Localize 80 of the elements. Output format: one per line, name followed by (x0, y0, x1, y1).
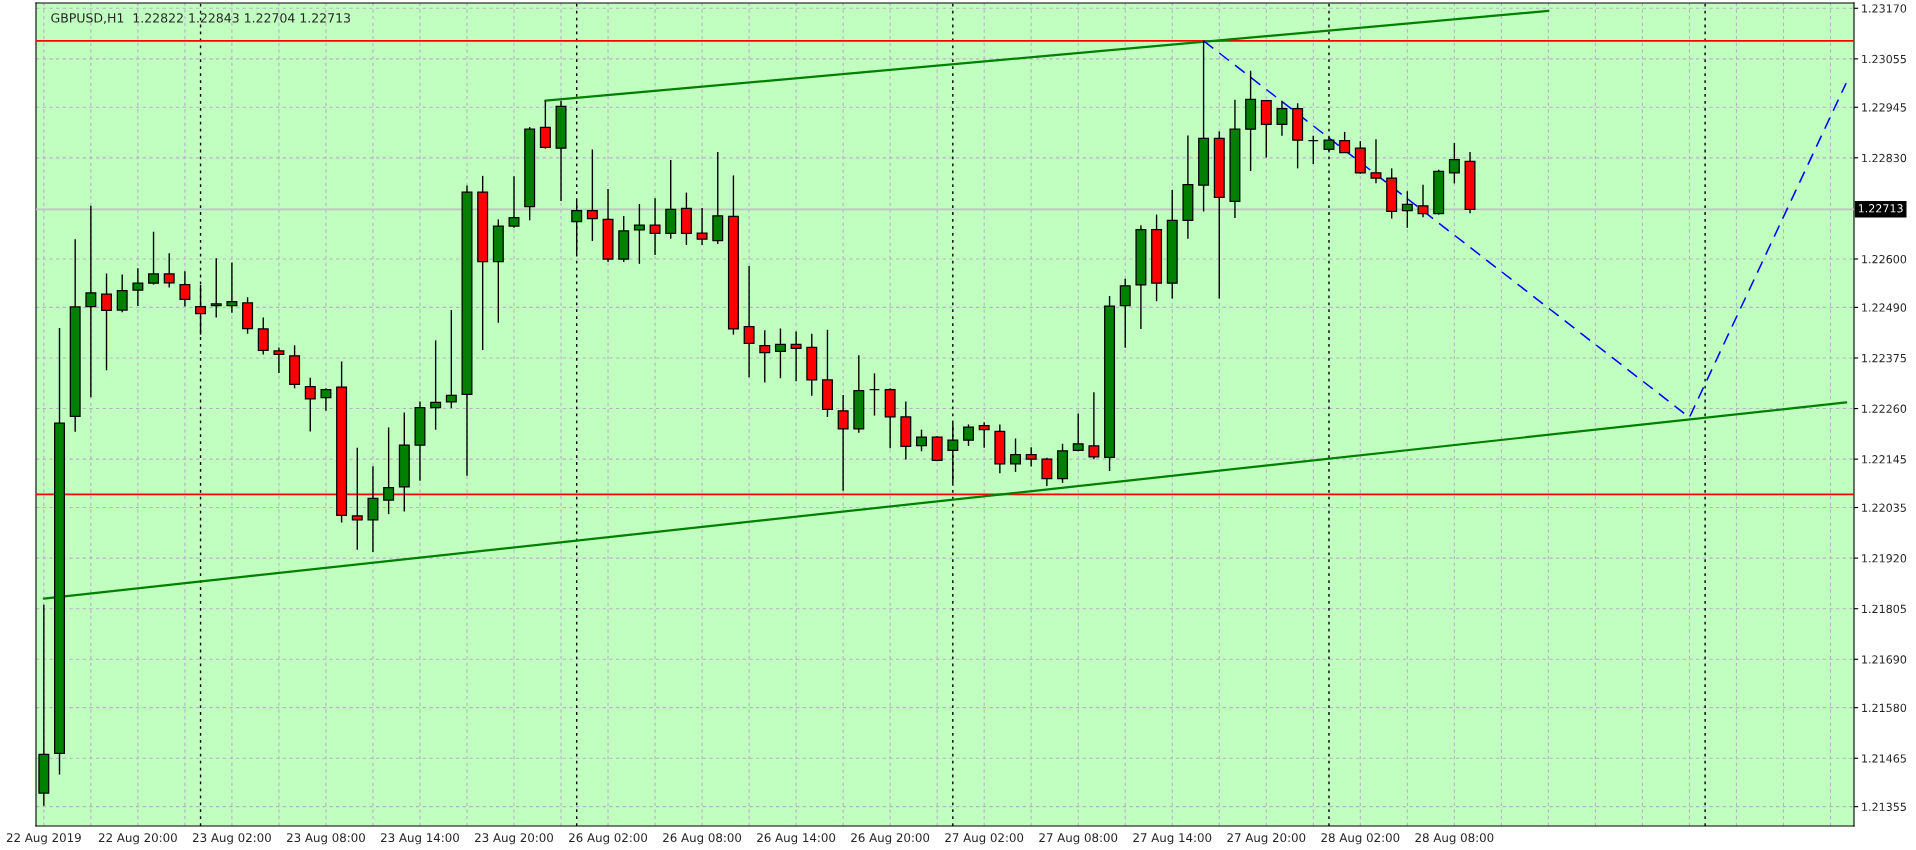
candlestick (649, 197, 661, 256)
y-tick-label: 1.21355 (1862, 802, 1906, 812)
y-tick-label: 1.21465 (1862, 754, 1906, 763)
candlestick (148, 231, 160, 286)
x-tick-label: 27 Aug 20:00 (1227, 833, 1306, 845)
ref-line-label: 1.22713 (1858, 204, 1903, 213)
y-tick-label: 1.22600 (1862, 254, 1907, 264)
y-tick-label: 1.23170 (1862, 4, 1907, 13)
x-tick-label: 27 Aug 08:00 (1039, 833, 1118, 845)
y-tick-label: 1.21920 (1862, 554, 1907, 563)
candlestick (304, 377, 316, 433)
candlestick (837, 394, 849, 492)
x-tick-label: 23 Aug 20:00 (475, 833, 554, 845)
text: GBPUSD,H1 1.22822 1.22843 1.22704 1.22713 (51, 13, 351, 24)
candlestick (586, 148, 598, 242)
x-tick-label: 23 Aug 08:00 (287, 833, 365, 845)
y-tick-label: 1.22375 (1862, 353, 1906, 363)
candlestick (916, 428, 927, 452)
y-tick-label: 1.22145 (1862, 455, 1906, 464)
candlestick (383, 426, 395, 515)
candlestick (508, 175, 520, 229)
candlestick (210, 257, 222, 319)
x-tick-label: 22 Aug 2019 (6, 833, 81, 845)
x-tick-label: 28 Aug 02:00 (1321, 833, 1400, 845)
y-tick-label: 1.23055 (1862, 54, 1906, 64)
candlestick (931, 435, 943, 463)
candlestick (1401, 190, 1413, 229)
candlestick (1025, 446, 1037, 468)
candlestick (1072, 412, 1084, 452)
candlestick (1370, 138, 1382, 185)
candlestick (868, 372, 880, 417)
x-tick-label: 28 Aug 08:00 (1415, 833, 1494, 845)
x-tick-label: 27 Aug 02:00 (945, 833, 1024, 845)
candlestick (116, 273, 128, 313)
x-tick-label: 26 Aug 14:00 (757, 833, 836, 845)
candlestick (179, 270, 191, 308)
candlestick (430, 339, 442, 431)
candlestick (273, 346, 285, 374)
candlestick (963, 423, 974, 447)
candlestick (101, 272, 113, 371)
candlestick (633, 203, 645, 265)
candlestick (743, 265, 755, 379)
y-tick-label: 1.22945 (1862, 103, 1906, 112)
candlestick (1276, 99, 1288, 137)
x-tick-label: 23 Aug 02:00 (192, 833, 271, 845)
x-tick-label: 23 Aug 14:00 (381, 833, 459, 845)
x-tick-label: 26 Aug 20:00 (851, 833, 930, 845)
candlestick (445, 309, 457, 409)
candlestick (978, 421, 990, 449)
candlestick (759, 329, 771, 384)
candlestick (163, 252, 175, 289)
y-tick-label: 1.21805 (1862, 604, 1906, 614)
candlestick (1307, 135, 1319, 165)
candlestick (1010, 437, 1022, 473)
x-tick-label: 22 Aug 20:00 (98, 833, 177, 845)
candlestick (774, 327, 786, 379)
candlestick (1119, 278, 1131, 349)
candlestick (257, 316, 269, 356)
candlestick (539, 99, 551, 150)
candlestick (320, 387, 332, 412)
candlestick (1417, 183, 1429, 218)
candlestick (132, 267, 144, 307)
candlestick (1448, 142, 1460, 185)
candlestick (367, 465, 379, 553)
y-tick-label: 1.21580 (1862, 703, 1907, 713)
candlestick (696, 207, 708, 246)
candlestick (790, 330, 802, 382)
x-tick-label: 26 Aug 02:00 (569, 833, 648, 845)
x-tick-label: 27 Aug 14:00 (1133, 833, 1212, 845)
x-tick-label: 26 Aug 08:00 (663, 833, 742, 845)
candlestick (1088, 391, 1100, 460)
candlestick (1260, 99, 1272, 159)
y-tick-label: 1.22830 (1862, 153, 1907, 163)
candlestick (1041, 457, 1053, 487)
y-tick-label: 1.22035 (1862, 503, 1906, 512)
y-tick-label: 1.21690 (1862, 655, 1907, 664)
y-tick-label: 1.22490 (1862, 303, 1907, 312)
y-tick-label: 1.22260 (1862, 404, 1907, 413)
candlestick (226, 261, 238, 314)
candlestick (85, 205, 97, 398)
